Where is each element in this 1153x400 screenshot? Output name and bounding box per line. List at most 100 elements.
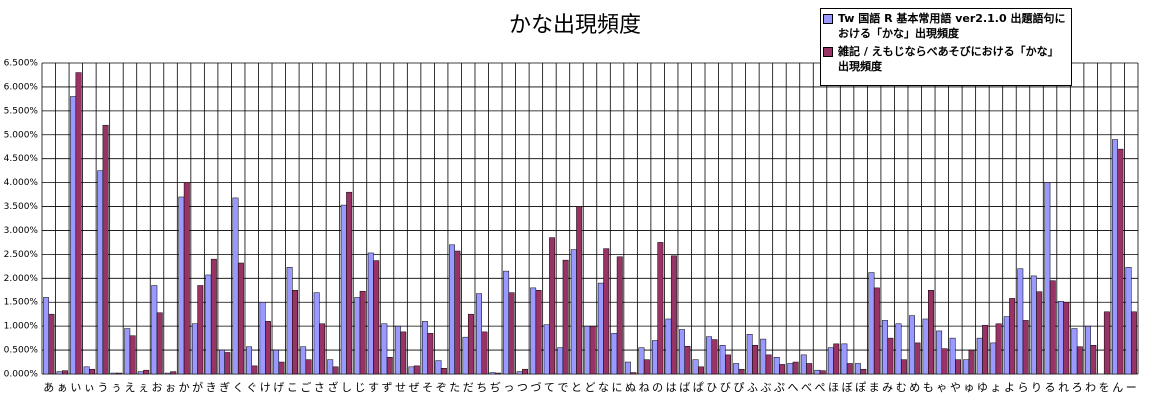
x-tick-label: づ — [530, 381, 541, 394]
y-tick-label: 4.000% — [4, 178, 39, 188]
y-tick-label: 5.500% — [4, 106, 39, 116]
y-tick-label: 5.000% — [4, 130, 39, 140]
bar — [1090, 345, 1097, 375]
x-tick-label: ち — [476, 381, 487, 394]
x-tick-label: お — [152, 381, 163, 394]
x-tick-label: い — [70, 381, 81, 394]
bar — [89, 368, 96, 375]
bar — [670, 255, 677, 375]
bar — [1049, 280, 1056, 375]
y-tick-label: 1.000% — [4, 322, 39, 332]
bar — [164, 372, 171, 375]
bar — [462, 336, 469, 375]
bar — [1044, 182, 1051, 375]
bar — [346, 191, 353, 375]
bar — [1130, 311, 1137, 375]
y-tick-label: 3.500% — [4, 202, 39, 212]
bar — [503, 270, 510, 375]
x-tick-label: な — [598, 381, 609, 394]
bar — [440, 368, 447, 375]
x-tick-label: す — [368, 381, 379, 394]
bar — [265, 321, 271, 375]
x-tick-label: あ — [43, 381, 54, 394]
bar — [854, 363, 861, 375]
bar — [760, 338, 767, 375]
x-tick-label: ぼ — [842, 381, 853, 394]
bar — [941, 348, 948, 375]
x-tick-label: ぶ — [760, 381, 771, 394]
bar — [48, 313, 55, 375]
bar — [1030, 275, 1037, 375]
bar — [1017, 268, 1024, 375]
x-tick-label: ら — [1017, 381, 1028, 394]
bar — [319, 323, 326, 375]
x-tick-label: れ — [1058, 381, 1069, 394]
x-tick-label: ね — [639, 381, 650, 394]
bar — [197, 285, 204, 375]
bar — [725, 354, 731, 375]
x-tick-label: で — [557, 381, 568, 394]
bar — [1057, 301, 1064, 375]
bar — [806, 363, 813, 375]
bar — [611, 333, 618, 375]
bar — [427, 333, 434, 375]
bar — [624, 361, 631, 375]
bar — [922, 318, 929, 375]
bar — [570, 249, 577, 375]
bar — [191, 323, 198, 375]
x-tick-label: か — [179, 381, 190, 394]
x-tick-label: ろ — [1072, 381, 1083, 394]
x-tick-label: じ — [354, 381, 365, 394]
bar — [543, 324, 550, 375]
bar — [955, 359, 961, 375]
x-tick-label: だ — [463, 381, 474, 394]
bar — [976, 337, 983, 375]
legend-item: Tw 国語 R 基本常用語 ver2.1.0 出題語句における「かな」出現頻度 — [823, 11, 1069, 41]
bar — [1009, 298, 1016, 375]
bar — [873, 287, 880, 375]
chart-title: かな出現頻度 — [509, 13, 641, 38]
bar — [833, 343, 840, 375]
x-tick-label: ん — [1112, 381, 1123, 394]
x-tick-label: ぜ — [409, 381, 420, 394]
bar — [292, 290, 298, 375]
x-tick-label: る — [1045, 381, 1056, 394]
x-tick-label: ぐ — [246, 381, 257, 394]
bar — [210, 258, 217, 375]
x-tick-label: ふ — [747, 381, 758, 394]
x-tick-label: め — [909, 381, 920, 394]
bar — [137, 371, 144, 375]
bar — [400, 331, 407, 375]
x-tick-label: ぴ — [733, 381, 744, 394]
x-tick-label: ま — [869, 381, 880, 394]
bar — [787, 363, 794, 375]
x-tick-label: や — [950, 381, 961, 394]
x-tick-label: り — [1031, 381, 1042, 394]
bar — [454, 250, 461, 375]
legend: Tw 国語 R 基本常用語 ver2.1.0 出題語句における「かな」出現頻度雑… — [820, 8, 1072, 86]
x-tick-label: ぽ — [855, 381, 866, 394]
bar — [719, 345, 726, 375]
x-tick-label: う — [97, 381, 108, 394]
bar — [332, 366, 339, 375]
x-tick-label: し — [341, 381, 352, 394]
y-tick-label: 6.500% — [4, 59, 39, 69]
bar — [597, 282, 604, 375]
y-tick-label: 4.500% — [4, 154, 39, 164]
bar — [327, 359, 334, 375]
bar — [129, 335, 136, 375]
x-tick-label: ぞ — [436, 381, 447, 394]
legend-item: 雑記 / えもじならべあそびにおける「かな」出現頻度 — [823, 44, 1069, 74]
bar — [535, 290, 542, 375]
x-tick-label: け — [260, 381, 271, 394]
bar — [665, 318, 672, 375]
bar — [156, 312, 163, 375]
bar — [638, 347, 645, 375]
x-tick-label: ょ — [990, 381, 1001, 394]
bar — [779, 364, 786, 375]
y-tick-label: 0.000% — [4, 370, 39, 380]
bar — [895, 323, 902, 375]
bar — [354, 297, 361, 375]
